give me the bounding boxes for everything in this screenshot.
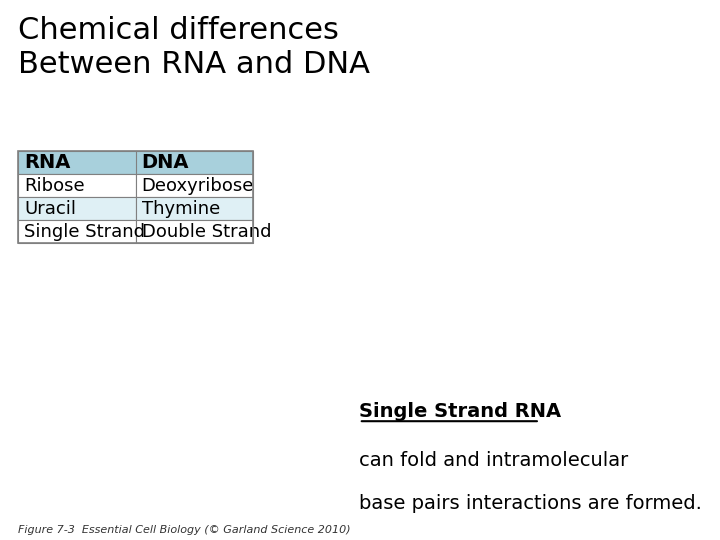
Text: Deoxyribose: Deoxyribose (142, 177, 254, 194)
FancyBboxPatch shape (135, 220, 253, 243)
Text: Thymine: Thymine (142, 200, 220, 218)
Text: Single Strand RNA: Single Strand RNA (359, 402, 561, 421)
FancyBboxPatch shape (135, 197, 253, 220)
Text: RNA: RNA (24, 153, 71, 172)
Text: Uracil: Uracil (24, 200, 76, 218)
Text: DNA: DNA (142, 153, 189, 172)
Text: Ribose: Ribose (24, 177, 85, 194)
Text: Single Strand: Single Strand (24, 222, 145, 240)
FancyBboxPatch shape (135, 174, 253, 197)
FancyBboxPatch shape (18, 151, 253, 174)
Text: Chemical differences
Between RNA and DNA: Chemical differences Between RNA and DNA (18, 16, 370, 79)
FancyBboxPatch shape (18, 220, 135, 243)
Text: Double Strand: Double Strand (142, 222, 271, 240)
Text: Figure 7-3  Essential Cell Biology (© Garland Science 2010): Figure 7-3 Essential Cell Biology (© Gar… (18, 524, 351, 535)
FancyBboxPatch shape (18, 174, 135, 197)
Text: base pairs interactions are formed.: base pairs interactions are formed. (359, 494, 702, 513)
Text: can fold and intramolecular: can fold and intramolecular (359, 451, 628, 470)
FancyBboxPatch shape (18, 197, 135, 220)
